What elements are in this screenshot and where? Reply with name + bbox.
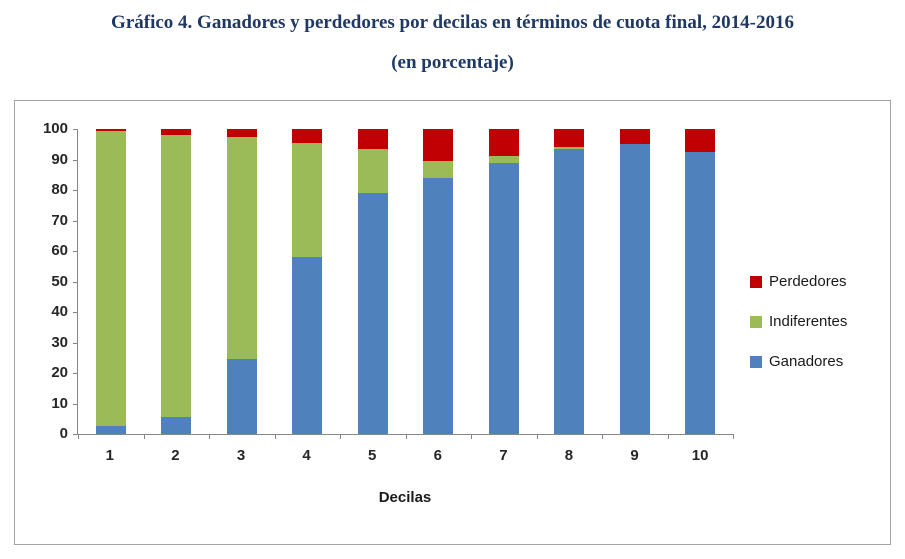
stacked-bar [488,129,519,434]
bar-decile-8 [537,129,603,434]
x-tick-label: 2 [171,447,180,464]
bar-decile-6 [406,129,472,434]
y-tick-label: 10 [51,394,68,412]
x-axis-labels: 1 2 3 4 5 6 7 8 9 10 [77,447,733,467]
bar-decile-5 [340,129,406,434]
chart-frame: 0 10 20 30 40 50 60 70 80 90 100 1 2 3 4 5 6 7 8 9 10 Decil… [14,100,891,545]
x-tick-label: 10 [691,447,709,464]
legend-label: Perdedores [769,273,847,290]
segment-ganadores [619,144,650,434]
bar-decile-4 [275,129,341,434]
x-tick-mark [733,434,734,439]
segment-perdedores [619,129,650,145]
legend-item-perdedores: Perdedores [750,273,890,290]
y-tick-label: 70 [51,211,68,229]
legend-label: Indiferentes [769,313,848,330]
y-tick-label: 90 [51,150,68,168]
legend-swatch-icon [750,276,762,288]
stacked-bar [226,129,257,434]
segment-indiferentes [292,142,323,258]
x-tick-label: 3 [236,447,246,464]
stacked-bar [357,129,388,434]
segment-indiferentes [95,130,126,427]
x-tick-mark [209,434,210,439]
y-tick-label: 80 [51,181,68,198]
segment-perdedores [226,129,257,137]
x-tick-mark [667,434,669,439]
segment-ganadores [161,417,192,434]
bar-decile-9 [602,129,668,434]
x-tick-label: 8 [564,447,574,464]
x-tick-mark [274,434,276,439]
x-tick-label: 9 [630,447,639,464]
y-tick-label: 50 [51,272,68,290]
legend-item-indiferentes: Indiferentes [750,313,890,330]
segment-perdedores [488,129,519,157]
segment-ganadores [423,177,454,434]
bar-decile-2 [144,129,210,434]
segment-indiferentes [488,156,519,163]
x-tick-mark [143,434,145,439]
stacked-bar [161,129,192,434]
x-tick-mark [405,434,407,439]
bar-decile-10 [668,129,734,434]
bars-container [78,129,733,434]
segment-perdedores [95,129,126,131]
x-tick-mark [602,434,603,439]
segment-perdedores [423,129,454,162]
plot-area: 0 10 20 30 40 50 60 70 80 90 100 [43,120,734,442]
y-tick-label: 0 [59,425,68,442]
segment-indiferentes [357,148,388,194]
x-tick-label: 7 [499,447,508,464]
figure-title: Gráfico 4. Ganadores y perdedores por de… [0,12,905,92]
x-tick-label: 5 [368,447,377,464]
stacked-bar [423,129,454,434]
segment-ganadores [226,359,257,434]
bar-decile-3 [209,129,275,434]
legend-item-ganadores: Ganadores [750,353,890,370]
segment-ganadores [357,193,388,434]
x-tick-label: 6 [433,447,442,464]
x-tick-label: 1 [105,447,114,464]
stacked-bar [685,129,716,434]
legend: Perdedores Indiferentes Ganadores [750,273,890,395]
segment-ganadores [488,162,519,434]
stacked-bar [292,129,323,434]
segment-perdedores [357,129,388,149]
x-tick-mark [471,434,472,439]
stacked-bar [95,129,126,434]
y-tick-label: 30 [51,333,68,351]
x-tick-mark [340,434,341,439]
legend-swatch-icon [750,356,762,368]
segment-ganadores [554,148,585,434]
segment-perdedores [161,129,192,136]
y-tick-label: 40 [51,303,68,320]
segment-indiferentes [423,161,454,178]
stacked-bar [554,129,585,434]
x-axis-title: Decilas [378,489,432,506]
segment-indiferentes [161,135,192,418]
y-tick-label: 100 [42,120,68,137]
bar-decile-1 [78,129,144,434]
segment-ganadores [685,151,716,434]
figure-title-line1: Gráfico 4. Ganadores y perdedores por de… [111,12,794,33]
segment-indiferentes [226,136,257,360]
segment-perdedores [554,129,585,148]
segment-perdedores [685,129,716,152]
y-tick-label: 20 [51,364,68,381]
legend-swatch-icon [750,316,762,328]
segment-ganadores [95,426,126,434]
x-tick-mark [536,434,538,439]
legend-label: Ganadores [769,353,844,370]
segment-indiferentes [554,147,585,149]
segment-perdedores [292,129,323,143]
x-tick-mark [78,434,79,439]
y-tick-label: 60 [51,242,68,259]
figure-title-line2: (en porcentaje) [391,51,514,73]
segment-ganadores [292,257,323,434]
x-tick-label: 4 [302,447,311,464]
stacked-bar [619,129,650,434]
bar-decile-7 [471,129,537,434]
